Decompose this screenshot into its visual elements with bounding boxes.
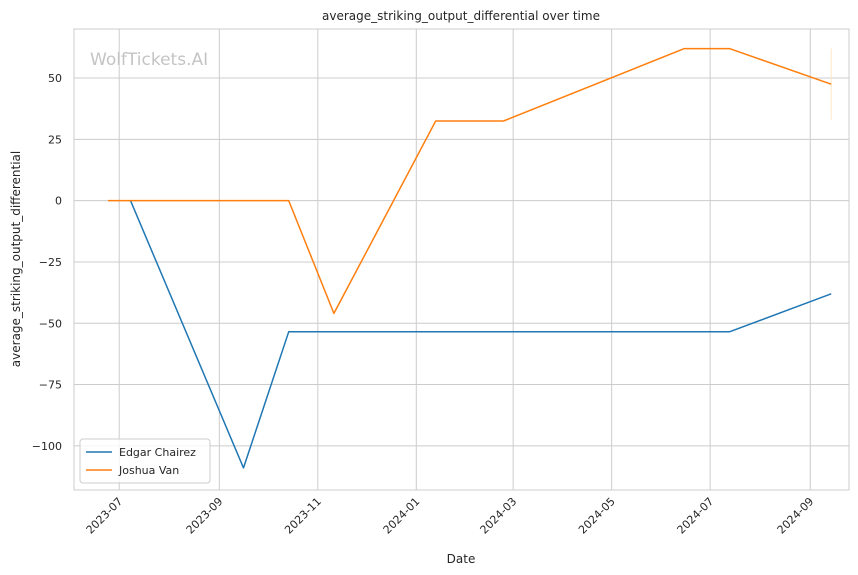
y-tick-labels: 50 25 0 −25 −50 −75 −100 xyxy=(32,72,62,453)
x-tick-label: 2023-07 xyxy=(84,495,126,537)
legend-label-edgar-chairez: Edgar Chairez xyxy=(119,446,196,459)
legend: Edgar Chairez Joshua Van xyxy=(79,438,211,484)
y-tick-label: −75 xyxy=(39,379,62,392)
x-axis-label: Date xyxy=(447,552,476,566)
y-tick-label: −100 xyxy=(32,440,62,453)
x-tick-label: 2024-03 xyxy=(478,495,520,537)
x-tick-label: 2023-11 xyxy=(282,495,324,537)
x-tick-labels: 2023-07 2023-09 2023-11 2024-01 2024-03 2024-… xyxy=(84,495,817,537)
y-tick-label: 0 xyxy=(55,195,62,208)
watermark: WolfTickets.AI xyxy=(90,50,208,70)
legend-box xyxy=(79,438,211,484)
series-line-edgar-chairez xyxy=(129,200,832,469)
x-tick-label: 2024-05 xyxy=(576,495,618,537)
series-layer xyxy=(107,47,832,469)
y-tick-label: −50 xyxy=(39,317,62,330)
x-tick-label: 2024-09 xyxy=(775,495,817,537)
y-tick-label: 50 xyxy=(48,72,62,85)
series-line-joshua-van xyxy=(107,47,832,315)
x-tick-label: 2023-09 xyxy=(184,495,226,537)
x-tick-label: 2024-07 xyxy=(675,495,717,537)
y-tick-label: −25 xyxy=(39,256,62,269)
x-tick-label: 2024-01 xyxy=(381,495,423,537)
legend-label-joshua-van: Joshua Van xyxy=(118,464,179,477)
chart-title: average_striking_output_differential ove… xyxy=(322,9,600,23)
plot-area xyxy=(73,28,850,491)
y-axis-label: average_striking_output_differential xyxy=(9,151,23,367)
y-tick-label: 25 xyxy=(48,133,62,146)
